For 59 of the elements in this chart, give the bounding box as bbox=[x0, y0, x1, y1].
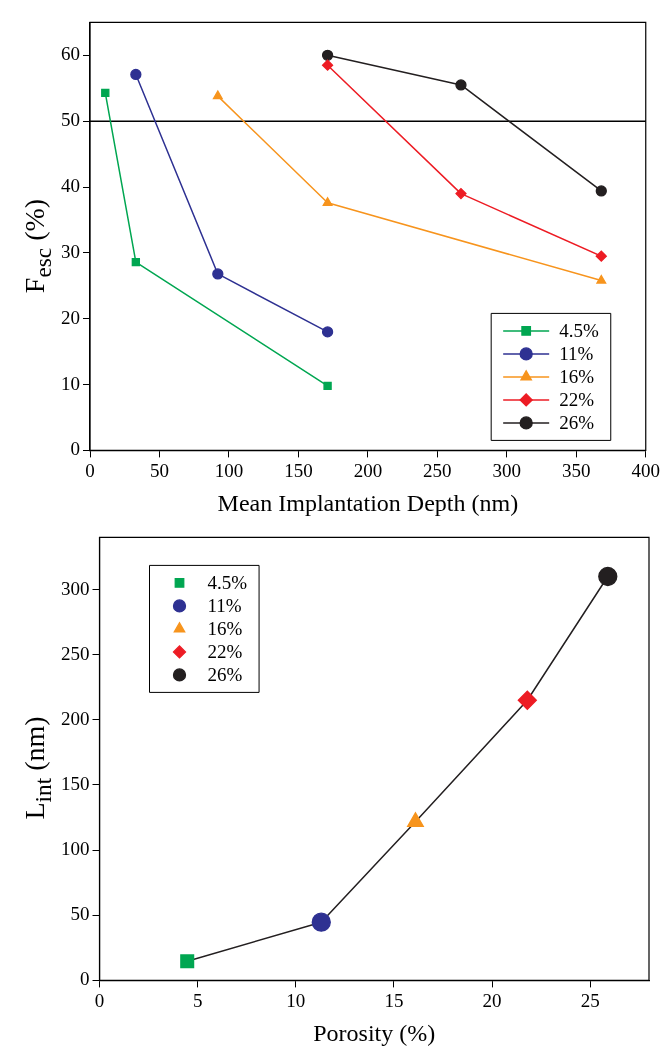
x-tick-label: 15 bbox=[384, 989, 404, 1011]
y-tick-label: 0 bbox=[80, 968, 90, 990]
point bbox=[322, 197, 333, 206]
y-tick-label: 10 bbox=[61, 372, 80, 394]
legend-label: 26% bbox=[559, 411, 595, 433]
y-tick-label: 200 bbox=[61, 707, 90, 729]
legend-label: 4.5% bbox=[559, 319, 599, 341]
y-tick-label: 100 bbox=[61, 838, 90, 860]
point bbox=[323, 381, 332, 391]
legend-label: 16% bbox=[559, 365, 595, 387]
legend-label: 11% bbox=[559, 342, 594, 364]
legend-label: 26% bbox=[207, 663, 243, 685]
point bbox=[130, 68, 142, 81]
point bbox=[321, 59, 334, 71]
point bbox=[455, 79, 467, 91]
y-tick-label: 30 bbox=[61, 240, 80, 262]
x-tick-label: 350 bbox=[562, 459, 591, 481]
x-tick-label: 25 bbox=[580, 989, 600, 1011]
point bbox=[595, 185, 607, 197]
y-tick-label: 20 bbox=[61, 306, 80, 328]
y-tick-label: 60 bbox=[61, 43, 80, 65]
y-tick-label: 300 bbox=[61, 577, 90, 599]
point bbox=[517, 690, 537, 710]
y-tick-label: 40 bbox=[61, 175, 80, 196]
legend-label: 22% bbox=[559, 388, 595, 410]
x-tick-label: 20 bbox=[482, 989, 502, 1011]
y-tick-label: 250 bbox=[61, 642, 90, 664]
point bbox=[131, 257, 141, 267]
point bbox=[180, 954, 195, 969]
y-tick-label: 50 bbox=[61, 109, 80, 131]
legend-label: 11% bbox=[207, 594, 242, 616]
x-axis-title: Porosity (%) bbox=[313, 1019, 436, 1046]
x-tick-label: 0 bbox=[94, 989, 105, 1011]
x-tick-label: 400 bbox=[631, 459, 660, 481]
x-tick-label: 100 bbox=[214, 459, 244, 481]
legend-label: 22% bbox=[207, 640, 243, 662]
point bbox=[311, 912, 331, 932]
legend-label: 4.5% bbox=[207, 571, 248, 593]
y-tick-label: 0 bbox=[70, 438, 80, 460]
point bbox=[598, 566, 618, 587]
x-tick-label: 200 bbox=[353, 459, 383, 481]
x-tick-label: 150 bbox=[284, 459, 313, 481]
y-tick-label: 150 bbox=[61, 772, 90, 794]
legend-label: 16% bbox=[207, 617, 243, 639]
point bbox=[101, 88, 110, 98]
point bbox=[596, 274, 607, 284]
point bbox=[212, 268, 224, 280]
x-tick-label: 10 bbox=[286, 989, 306, 1011]
x-axis-title: Mean Implantation Depth (nm) bbox=[217, 489, 519, 516]
point bbox=[212, 90, 223, 100]
point bbox=[595, 250, 607, 262]
x-tick-label: 50 bbox=[149, 459, 169, 481]
point bbox=[321, 326, 334, 338]
x-tick-label: 5 bbox=[192, 989, 203, 1011]
y-tick-label: 50 bbox=[70, 903, 90, 925]
x-tick-label: 300 bbox=[492, 459, 522, 481]
point bbox=[321, 49, 334, 61]
point bbox=[455, 187, 467, 200]
x-tick-label: 250 bbox=[423, 459, 452, 481]
